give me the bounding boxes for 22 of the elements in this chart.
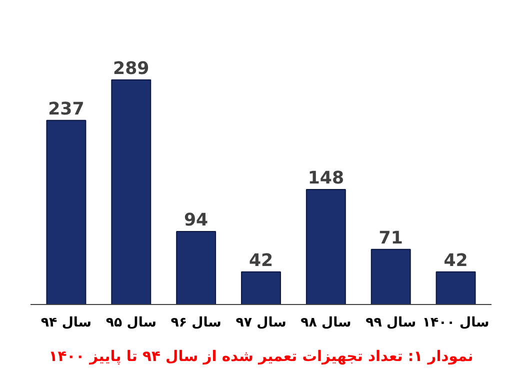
x-tick-label: سال ۹۷ <box>236 316 286 330</box>
bar <box>370 248 411 304</box>
data-label: 42 <box>444 250 468 271</box>
bar <box>111 79 152 304</box>
bar <box>306 188 346 304</box>
data-label: 237 <box>48 99 84 120</box>
bar <box>436 271 476 304</box>
data-label: 42 <box>248 250 274 271</box>
x-tick-label: سال ۹۹ <box>366 316 416 330</box>
x-tick-label: سال ۹۴ <box>40 316 92 330</box>
text: نمودار ۱: تعداد تجهیزات تعمیر شده از سال ۹۴ تا پاییز ۱۴۰۰ <box>48 348 474 365</box>
data-label: 148 <box>308 168 344 188</box>
data-label: 94 <box>184 210 208 230</box>
bar <box>176 230 216 304</box>
data-label: 71 <box>378 228 403 248</box>
x-tick-label: سال ۱۴۰۰ <box>422 316 490 330</box>
x-tick-label: سال ۹۵ <box>106 316 156 330</box>
bar <box>46 120 86 304</box>
bar <box>241 271 281 304</box>
data-label: 289 <box>113 58 150 79</box>
x-tick-label: سال ۹۸ <box>300 316 352 330</box>
x-tick-label: سال ۹۶ <box>170 316 222 330</box>
